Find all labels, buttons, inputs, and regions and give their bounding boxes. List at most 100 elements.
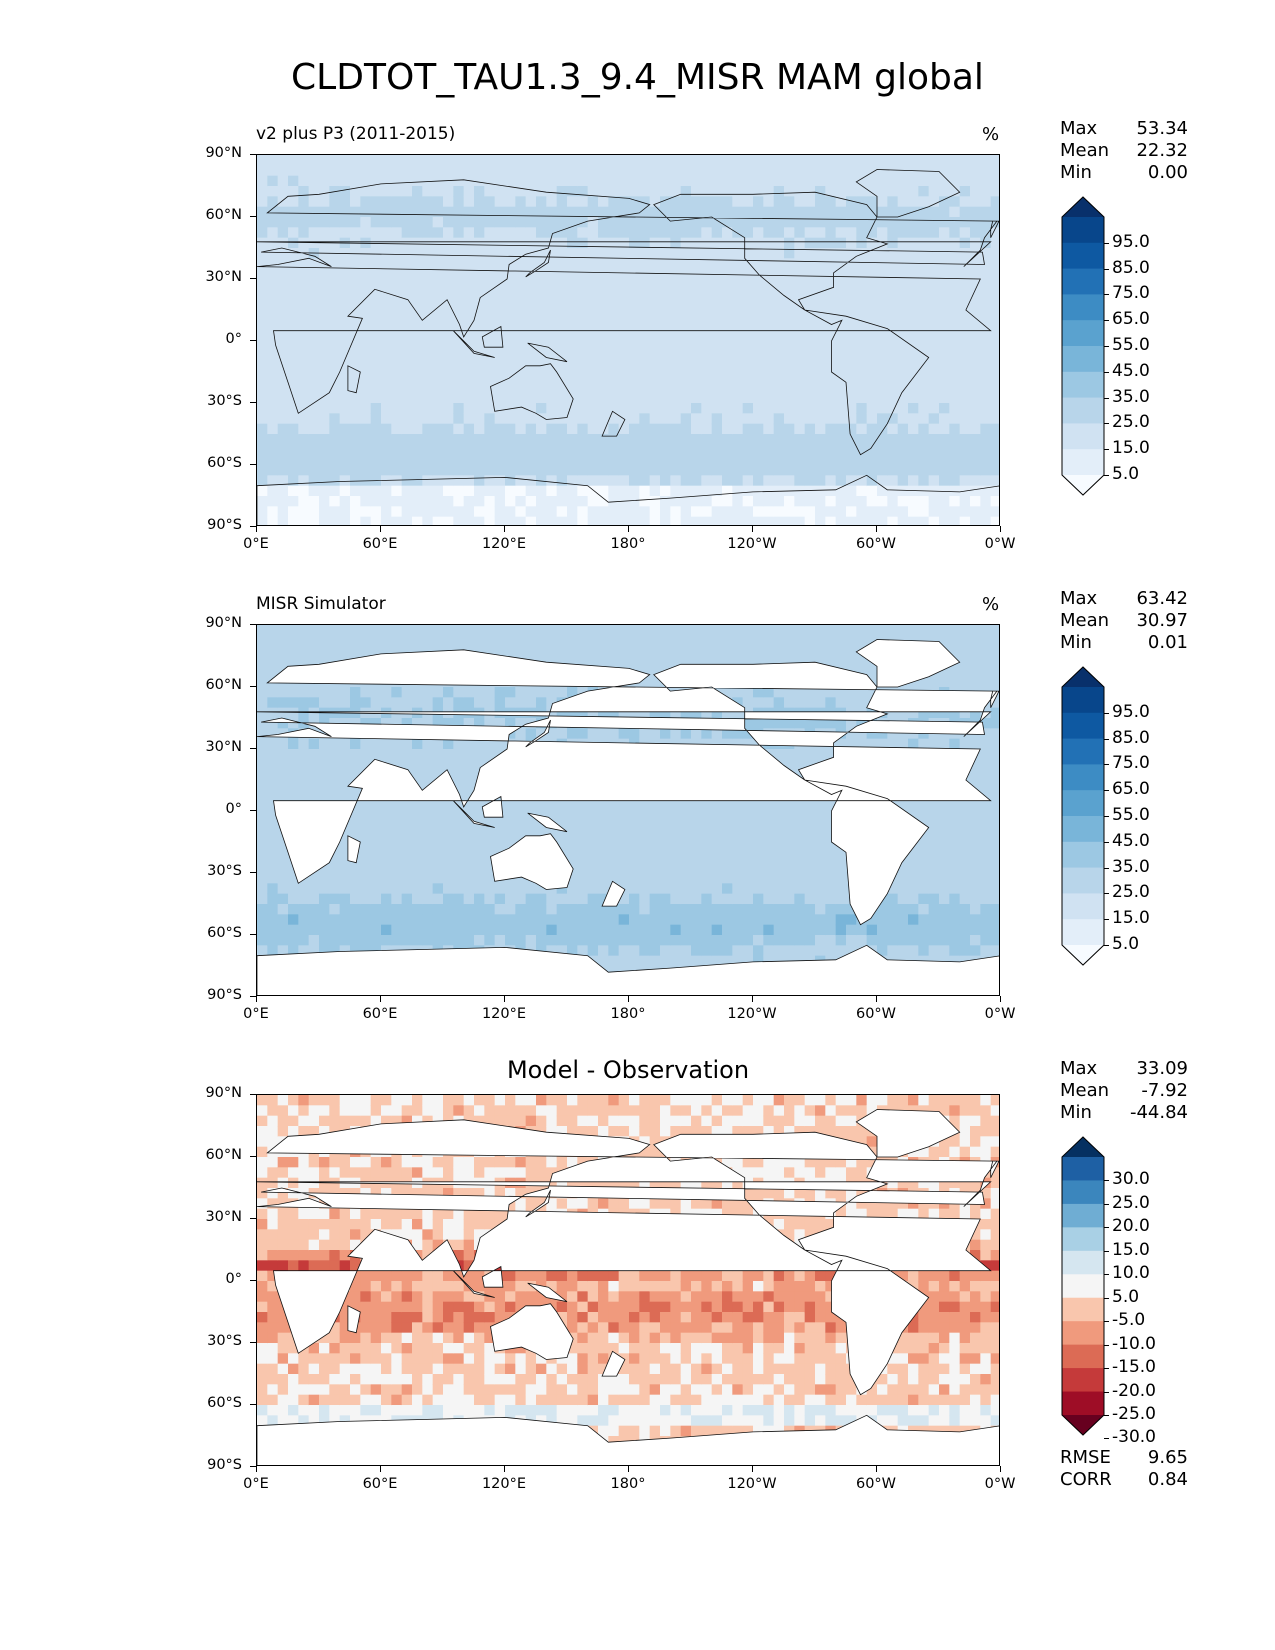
y-tick-label: 0°: [225, 331, 242, 347]
y-tick-mark: [250, 624, 256, 626]
x-tick-label: 120°W: [727, 536, 777, 552]
panel-units: %: [982, 124, 1000, 145]
colorbar-tick-mark: [1104, 268, 1109, 270]
x-tick-mark: [256, 526, 258, 532]
stat-row: Max 33.09: [1060, 1058, 1188, 1080]
skill-label: CORR: [1060, 1469, 1112, 1490]
colorbar-tick-label: 95.0: [1112, 701, 1150, 722]
colorbar-tick-mark: [1104, 712, 1109, 714]
stat-label: Mean: [1060, 610, 1110, 631]
x-tick-mark: [380, 526, 382, 532]
map-panel-2: [256, 624, 1000, 996]
colorbar-tick-mark: [1104, 320, 1109, 322]
stat-row: Max 63.42: [1060, 588, 1188, 610]
colorbar-tick-mark: [1104, 423, 1109, 425]
colorbar-tick-label: -20.0: [1112, 1380, 1156, 1401]
panel-title: Model - Observation: [506, 1056, 750, 1084]
coastlines: [257, 1109, 999, 1465]
x-tick-label: 60°W: [855, 1006, 897, 1022]
colorbar-tick-label: -5.0: [1112, 1310, 1146, 1331]
x-tick-label: 120°W: [727, 1006, 777, 1022]
x-tick-label: 180°: [610, 536, 646, 552]
colorbar: [1061, 666, 1105, 966]
y-tick-label: 90°N: [205, 145, 242, 161]
y-tick-label: 60°N: [205, 1147, 242, 1163]
x-tick-mark: [1000, 996, 1002, 1002]
stat-label: Min: [1060, 162, 1092, 183]
x-tick-label: 180°: [610, 1476, 646, 1492]
y-tick-mark: [250, 464, 256, 466]
colorbar-tick-label: -30.0: [1112, 1427, 1156, 1448]
x-tick-label: 120°E: [481, 536, 527, 552]
x-tick-label: 60°W: [855, 536, 897, 552]
colorbar-tick-mark: [1104, 397, 1109, 399]
colorbar-tick-label: 30.0: [1112, 1169, 1150, 1190]
colorbar-tick-label: 5.0: [1112, 464, 1140, 484]
x-tick-mark: [876, 996, 878, 1002]
map-panel-3: [256, 1094, 1000, 1466]
colorbar-tick-mark: [1104, 1297, 1109, 1299]
y-tick-label: 30°S: [207, 1333, 242, 1349]
y-tick-label: 90°S: [207, 517, 242, 533]
stat-value: 53.34: [1136, 118, 1188, 139]
stat-value: -7.92: [1141, 1080, 1188, 1101]
stat-label: Max: [1060, 1058, 1098, 1079]
x-tick-mark: [752, 996, 754, 1002]
colorbar-tick-mark: [1104, 1391, 1109, 1393]
stat-value: 0.00: [1147, 162, 1188, 183]
y-tick-mark: [250, 1404, 256, 1406]
y-tick-label: 30°N: [205, 269, 242, 285]
y-tick-mark: [250, 1280, 256, 1282]
colorbar: [1061, 196, 1105, 496]
y-tick-mark: [250, 686, 256, 688]
colorbar-tick-mark: [1104, 1368, 1109, 1370]
colorbar-tick-label: 15.0: [1112, 1239, 1150, 1260]
x-tick-mark: [1000, 1466, 1002, 1472]
x-tick-mark: [1000, 526, 1002, 532]
stat-value: 33.09: [1136, 1058, 1188, 1079]
colorbar-tick-mark: [1104, 945, 1109, 946]
skill-row: RMSE 9.65: [1060, 1447, 1188, 1469]
y-tick-mark: [250, 154, 256, 156]
coastlines: [257, 639, 999, 995]
x-tick-mark: [752, 526, 754, 532]
colorbar: [1061, 1136, 1105, 1436]
colorbar-tick-label: 35.0: [1112, 386, 1150, 407]
x-tick-label: 0°W: [984, 1476, 1016, 1492]
x-tick-mark: [504, 996, 506, 1002]
colorbar-tick-label: 55.0: [1112, 335, 1150, 355]
colorbar-tick-mark: [1104, 1321, 1109, 1323]
colorbar-tick-mark: [1104, 841, 1109, 843]
colorbar-tick-mark: [1104, 242, 1109, 244]
colorbar-tick-label: 85.0: [1112, 257, 1150, 278]
colorbar-tick-mark: [1104, 919, 1109, 921]
stat-row: Min 0.01: [1060, 632, 1188, 654]
y-tick-mark: [250, 748, 256, 750]
x-tick-label: 60°W: [855, 1476, 897, 1492]
stat-label: Min: [1060, 1102, 1092, 1123]
stat-label: Min: [1060, 632, 1092, 653]
colorbar-tick-label: 65.0: [1112, 779, 1150, 800]
colorbar-tick-label: -25.0: [1112, 1404, 1156, 1424]
x-tick-mark: [628, 1466, 630, 1472]
colorbar-tick-label: 95.0: [1112, 231, 1150, 252]
y-tick-mark: [250, 1342, 256, 1344]
colorbar-tick-label: 5.0: [1112, 934, 1140, 954]
y-tick-label: 60°S: [207, 455, 242, 471]
colorbar-tick-label: 10.0: [1112, 1263, 1150, 1284]
colorbar-tick-mark: [1104, 867, 1109, 869]
colorbar-tick-mark: [1104, 1415, 1109, 1416]
x-tick-label: 60°E: [362, 1006, 398, 1022]
y-tick-label: 60°N: [205, 677, 242, 693]
x-tick-mark: [256, 996, 258, 1002]
x-tick-mark: [876, 1466, 878, 1472]
colorbar-tick-label: 75.0: [1112, 753, 1150, 774]
x-tick-label: 0°E: [243, 1006, 269, 1022]
stat-label: Mean: [1060, 1080, 1110, 1101]
panel-title: v2 plus P3 (2011-2015): [256, 124, 456, 144]
colorbar-tick-mark: [1104, 475, 1109, 476]
y-tick-mark: [250, 340, 256, 342]
stat-value: -44.84: [1129, 1102, 1188, 1123]
colorbar-tick-mark: [1104, 816, 1109, 817]
x-tick-mark: [876, 526, 878, 532]
